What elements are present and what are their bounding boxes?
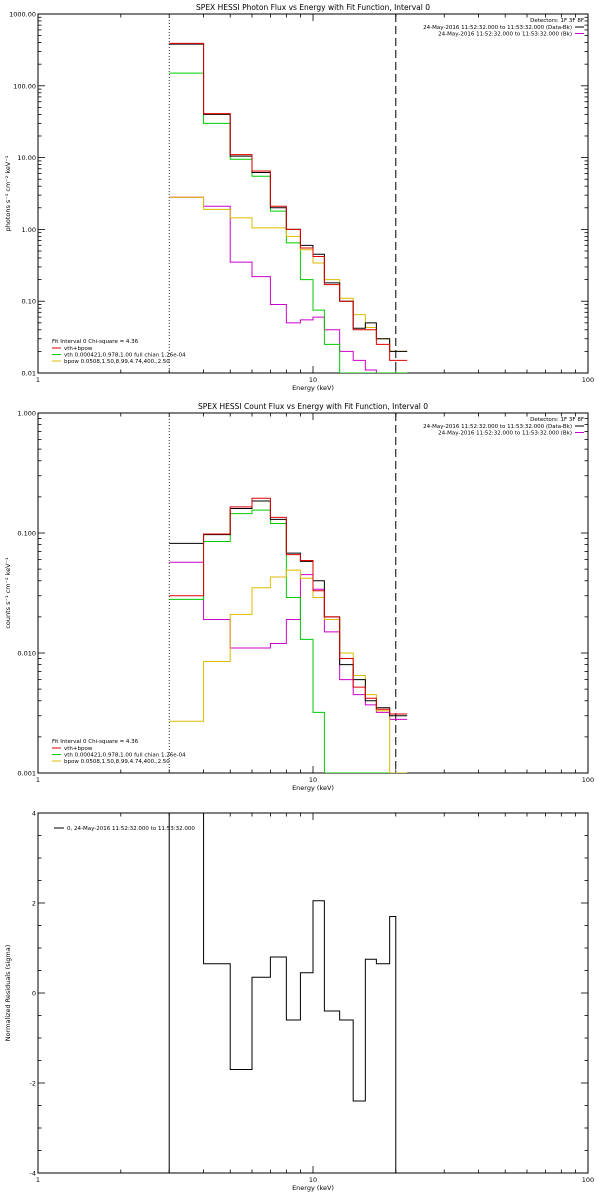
y-tick-label: -2	[30, 1080, 36, 1088]
y-tick-label: 0.010	[17, 650, 36, 658]
fit-legend-entry: bpow 0.0508,1.50,8.99,4.74,400.,2.50	[64, 359, 170, 365]
chart-title: SPEX HESSI Count Flux vs Energy with Fit…	[198, 402, 428, 411]
x-tick-label: 1	[36, 376, 40, 384]
residual-legend-entry: 0, 24-May-2016 11:52:32.000 to 11:53:32.…	[67, 826, 195, 832]
series-bk	[169, 196, 408, 373]
x-axis: 1 10 100	[36, 413, 594, 784]
series-group	[169, 497, 408, 773]
x-axis-label: Energy (keV)	[292, 784, 334, 792]
series-group	[169, 42, 408, 373]
time-legend-entry: 24-May-2016 11:52:32.000 to 11:53:32.000…	[423, 25, 572, 31]
fit-legend-entry: bpow 0.0508,1.50,8.99,4.74,400.,2.50	[64, 759, 170, 765]
series-vth	[169, 509, 408, 773]
x-tick-label: 100	[582, 1176, 594, 1184]
series-bpow	[169, 196, 408, 352]
y-tick-label: 2	[32, 900, 36, 908]
series-bpow	[169, 569, 408, 773]
series-group	[168, 813, 397, 1173]
y-tick-label: 0.001	[17, 770, 36, 778]
y-axis: 0.01 0.10 1.00 10.00 100.00 1000.00	[9, 11, 588, 378]
time-legend-entry: 24-May-2016 11:52:32.000 to 11:53:32.000…	[438, 431, 572, 437]
y-tick-label: 0.10	[22, 298, 36, 306]
x-axis: 1 10 100	[36, 14, 594, 384]
y-axis: 0.001 0.010 0.100 1.000	[17, 410, 588, 778]
y-tick-label: 100.00	[13, 82, 36, 90]
fit-legend-header: Fit Interval 0 Chi-square = 4.36	[52, 739, 139, 745]
x-axis: 1 10 100	[36, 813, 594, 1184]
y-tick-label: 1.00	[22, 226, 36, 234]
series-bk	[169, 561, 408, 720]
y-axis-label: counts s⁻¹ cm⁻² keV⁻¹	[4, 557, 12, 629]
y-tick-label: 1.000	[17, 410, 36, 418]
fit-legend: Fit Interval 0 Chi-square = 4.36vth+bpow…	[52, 739, 186, 765]
time-legend-entry: 24-May-2016 11:52:32.000 to 11:53:32.000…	[438, 32, 572, 38]
fit-legend-entry: vth 0.000421,0.978,1.00 full chian 1.26e…	[64, 753, 186, 759]
residual-legend: 0, 24-May-2016 11:52:32.000 to 11:53:32.…	[54, 826, 195, 832]
x-axis-label: Energy (keV)	[292, 384, 334, 392]
fit-legend-entry: vth+bpow	[64, 346, 93, 352]
panel-resid: 1 10 100 Energy (keV) -4 -2 0 2 4 Normalized Resi…	[4, 810, 594, 1193]
fit-legend: Fit Interval 0 Chi-square = 4.36vth+bpow…	[52, 339, 186, 365]
y-tick-label: 4	[32, 810, 36, 818]
series-data-bk	[169, 43, 408, 352]
fit-legend-header: Fit Interval 0 Chi-square = 4.36	[52, 339, 139, 345]
x-tick-label: 1	[36, 776, 40, 784]
y-tick-label: 0.01	[22, 370, 36, 378]
time-legend-entry: 24-May-2016 11:52:32.000 to 11:53:32.000…	[423, 424, 572, 430]
x-tick-label: 1	[36, 1176, 40, 1184]
plot-frame	[37, 812, 589, 1174]
x-tick-label: 10	[309, 776, 317, 784]
panel-photon: 1 10 100 Energy (keV) 0.01 0.10 1.00 10.00 100.0…	[4, 3, 594, 392]
y-tick-label: -4	[30, 1170, 36, 1178]
y-tick-label: 1000.00	[9, 11, 36, 19]
detectors-label: Detectors: 1F 3F 8F	[530, 18, 584, 24]
series-vth-bpow	[169, 497, 408, 715]
fit-legend-entry: vth+bpow	[64, 746, 93, 752]
series-vth-bpow	[169, 42, 408, 361]
fit-legend-entry: vth 0.000421,0.978,1.00 full chian 1.26e…	[64, 353, 186, 359]
y-tick-label: 0	[32, 990, 36, 998]
x-tick-label: 100	[582, 776, 594, 784]
series-vth	[169, 72, 408, 373]
x-tick-label: 10	[309, 376, 317, 384]
detectors-label: Detectors: 1F 3F 8F	[530, 417, 584, 423]
y-axis-label: Normalized Residuals (sigma)	[4, 945, 12, 1042]
x-tick-label: 100	[582, 376, 594, 384]
y-axis-label: photons s⁻¹ cm⁻² keV⁻¹	[4, 155, 12, 231]
y-tick-label: 10.00	[17, 154, 36, 162]
series-residuals	[168, 813, 397, 1173]
y-tick-label: 0.100	[17, 530, 36, 538]
x-axis-label: Energy (keV)	[292, 1184, 334, 1192]
chart-title: SPEX HESSI Photon Flux vs Energy with Fi…	[196, 3, 430, 12]
panel-count: 1 10 100 Energy (keV) 0.001 0.010 0.100 1.000 co…	[4, 402, 594, 792]
x-tick-label: 10	[309, 1176, 317, 1184]
series-data-bk	[169, 500, 408, 717]
y-axis: -4 -2 0 2 4	[30, 810, 588, 1178]
